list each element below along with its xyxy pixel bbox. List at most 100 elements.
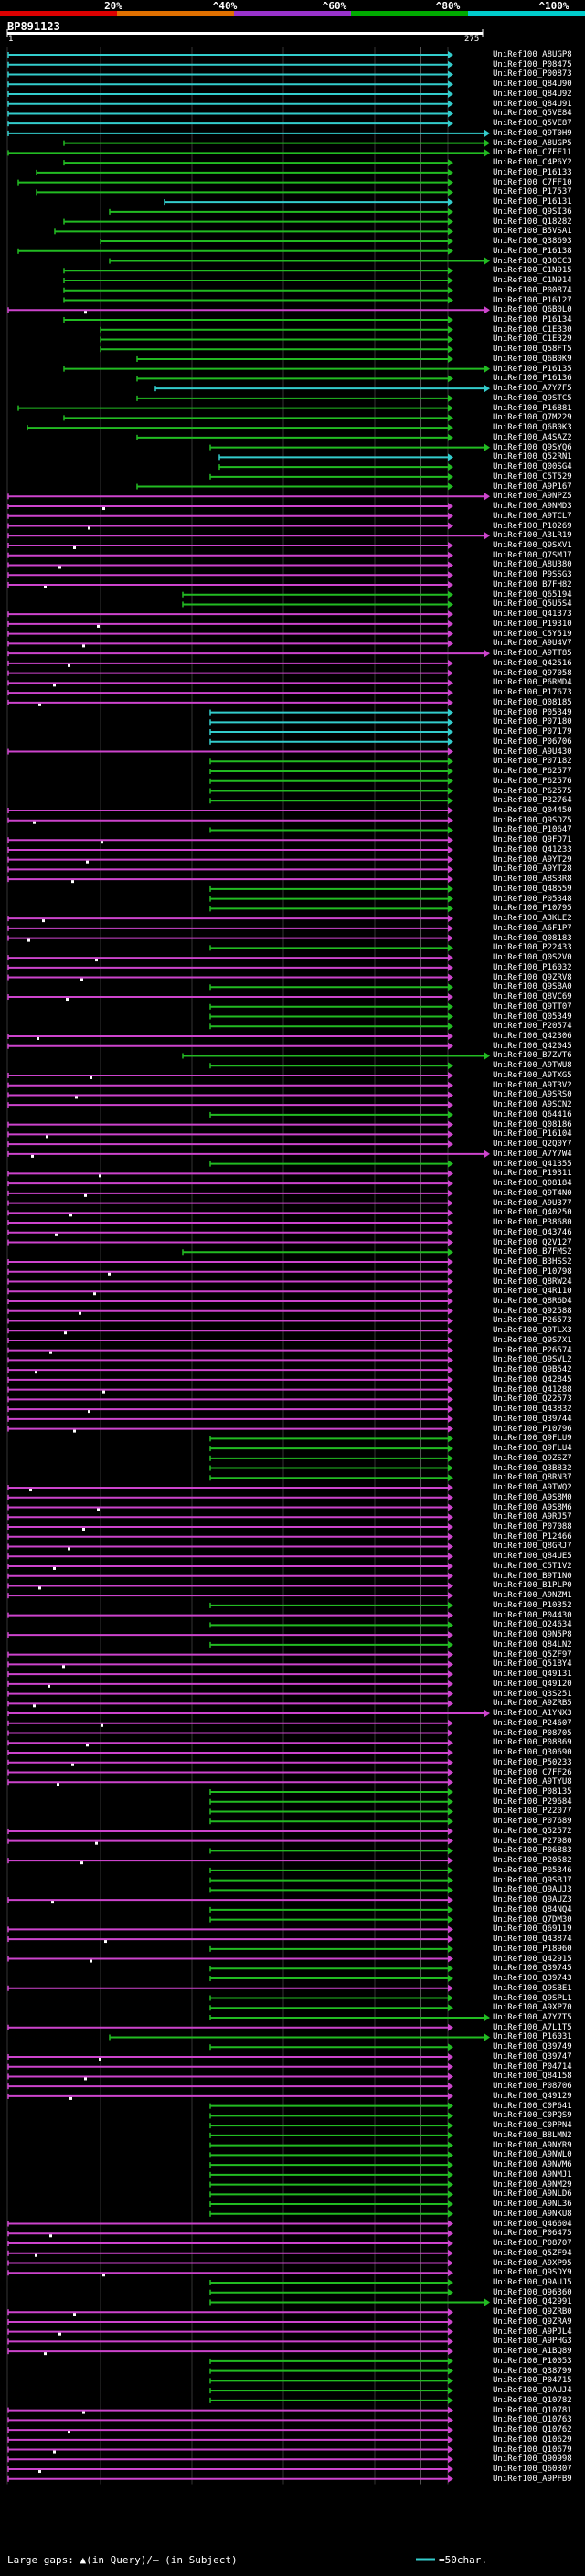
hit-label[interactable]: UniRef100_Q7M229 <box>493 413 572 423</box>
hit-label[interactable]: UniRef100_Q08185 <box>493 697 572 707</box>
hit-label[interactable]: UniRef100_A9NMJ1 <box>493 2169 572 2179</box>
hit-label[interactable]: UniRef100_P07182 <box>493 757 572 767</box>
hit-label[interactable]: UniRef100_Q9N5P8 <box>493 1630 572 1640</box>
hit-label[interactable]: UniRef100_A9NM29 <box>493 2179 572 2189</box>
hit-label[interactable]: UniRef100_P12466 <box>493 1532 572 1542</box>
hit-label[interactable]: UniRef100_Q39749 <box>493 2042 572 2052</box>
hit-label[interactable]: UniRef100_C1N915 <box>493 266 572 276</box>
hit-label[interactable]: UniRef100_Q84LN2 <box>493 1639 572 1649</box>
hit-label[interactable]: UniRef100_P16134 <box>493 314 572 324</box>
hit-label[interactable]: UniRef100_Q9T0H9 <box>493 128 572 138</box>
hit-label[interactable]: UniRef100_Q9SBJ7 <box>493 1875 572 1885</box>
hit-label[interactable]: UniRef100_Q9TT07 <box>493 1002 572 1012</box>
hit-label[interactable]: UniRef100_A8UGP8 <box>493 50 572 59</box>
hit-label[interactable]: UniRef100_P08707 <box>493 2239 572 2249</box>
hit-label[interactable]: UniRef100_Q9SBA0 <box>493 982 572 992</box>
hit-label[interactable]: UniRef100_P05349 <box>493 707 572 717</box>
hit-label[interactable]: UniRef100_Q9SVL2 <box>493 1355 572 1365</box>
hit-label[interactable]: UniRef100_P08869 <box>493 1738 572 1748</box>
hit-label[interactable]: UniRef100_Q42516 <box>493 658 572 668</box>
hit-label[interactable]: UniRef100_Q60307 <box>493 2465 572 2475</box>
hit-label[interactable]: UniRef100_P10796 <box>493 1424 572 1434</box>
hit-label[interactable]: UniRef100_Q9ZSZ7 <box>493 1453 572 1463</box>
hit-label[interactable]: UniRef100_Q42991 <box>493 2297 572 2307</box>
hit-label[interactable]: UniRef100_A9TT85 <box>493 649 572 659</box>
hit-label[interactable]: UniRef100_P17537 <box>493 187 572 197</box>
hit-label[interactable]: UniRef100_Q64416 <box>493 1109 572 1119</box>
hit-label[interactable]: UniRef100_A9NYR9 <box>493 2140 572 2150</box>
hit-label[interactable]: UniRef100_A3KLE2 <box>493 914 572 924</box>
hit-label[interactable]: UniRef100_C1N914 <box>493 276 572 286</box>
hit-label[interactable]: UniRef100_A9PJL4 <box>493 2327 572 2337</box>
hit-label[interactable]: UniRef100_Q84U90 <box>493 80 572 90</box>
hit-label[interactable]: UniRef100_C5T1V2 <box>493 1561 572 1571</box>
hit-label[interactable]: UniRef100_Q10781 <box>493 2405 572 2415</box>
hit-label[interactable]: UniRef100_Q39743 <box>493 1974 572 1984</box>
hit-label[interactable]: UniRef100_Q5U5S4 <box>493 599 572 610</box>
hit-label[interactable]: UniRef100_P16136 <box>493 374 572 384</box>
hit-label[interactable]: UniRef100_Q08183 <box>493 933 572 943</box>
hit-label[interactable]: UniRef100_Q9AUJ5 <box>493 2277 572 2287</box>
hit-label[interactable]: UniRef100_A9SCN2 <box>493 1100 572 1110</box>
hit-label[interactable]: UniRef100_A9NL36 <box>493 2200 572 2210</box>
hit-label[interactable]: UniRef100_Q9SYQ6 <box>493 442 572 452</box>
hit-label[interactable]: UniRef100_P24607 <box>493 1718 572 1728</box>
hit-label[interactable]: UniRef100_Q41233 <box>493 844 572 854</box>
hit-label[interactable]: UniRef100_C5T529 <box>493 472 572 482</box>
hit-label[interactable]: UniRef100_Q43832 <box>493 1405 572 1415</box>
hit-label[interactable]: UniRef100_P16881 <box>493 403 572 413</box>
hit-label[interactable]: UniRef100_A9ZRB5 <box>493 1699 572 1709</box>
hit-label[interactable]: UniRef100_A1BQ89 <box>493 2347 572 2357</box>
hit-label[interactable]: UniRef100_P26574 <box>493 1345 572 1355</box>
hit-label[interactable]: UniRef100_A9NKU8 <box>493 2209 572 2219</box>
hit-label[interactable]: UniRef100_Q3B832 <box>493 1463 572 1473</box>
hit-label[interactable]: UniRef100_C5Y519 <box>493 629 572 639</box>
hit-label[interactable]: UniRef100_Q9AUZ3 <box>493 1895 572 1905</box>
hit-label[interactable]: UniRef100_A9S8M6 <box>493 1502 572 1512</box>
hit-label[interactable]: UniRef100_Q39747 <box>493 2051 572 2062</box>
hit-label[interactable]: UniRef100_Q8R6D4 <box>493 1296 572 1306</box>
hit-label[interactable]: UniRef100_P04714 <box>493 2062 572 2072</box>
hit-label[interactable]: UniRef100_Q8RN37 <box>493 1473 572 1483</box>
hit-label[interactable]: UniRef100_P29684 <box>493 1797 572 1807</box>
hit-label[interactable]: UniRef100_A9YT29 <box>493 854 572 864</box>
hit-label[interactable]: UniRef100_P19311 <box>493 1169 572 1179</box>
hit-label[interactable]: UniRef100_Q8RW24 <box>493 1277 572 1287</box>
hit-label[interactable]: UniRef100_Q9ZRB0 <box>493 2307 572 2317</box>
hit-label[interactable]: UniRef100_Q7DM30 <box>493 1914 572 1924</box>
hit-label[interactable]: UniRef100_A9PFB9 <box>493 2474 572 2484</box>
hit-label[interactable]: UniRef100_Q39744 <box>493 1414 572 1424</box>
hit-label[interactable]: UniRef100_A9TXG5 <box>493 1070 572 1080</box>
hit-label[interactable]: UniRef100_Q6B0L0 <box>493 305 572 315</box>
hit-label[interactable]: UniRef100_Q38799 <box>493 2366 572 2376</box>
hit-label[interactable]: UniRef100_Q10782 <box>493 2395 572 2405</box>
hit-label[interactable]: UniRef100_Q42845 <box>493 1374 572 1384</box>
hit-label[interactable]: UniRef100_P17673 <box>493 688 572 698</box>
hit-label[interactable]: UniRef100_B7FMS2 <box>493 1247 572 1257</box>
hit-label[interactable]: UniRef100_A9NMD3 <box>493 502 572 512</box>
hit-label[interactable]: UniRef100_C0PQS9 <box>493 2111 572 2121</box>
hit-label[interactable]: UniRef100_C7FF26 <box>493 1767 572 1777</box>
hit-label[interactable]: UniRef100_P26573 <box>493 1316 572 1326</box>
hit-label[interactable]: UniRef100_Q3S251 <box>493 1689 572 1699</box>
hit-label[interactable]: UniRef100_Q9SI36 <box>493 207 572 217</box>
hit-label[interactable]: UniRef100_Q96360 <box>493 2287 572 2297</box>
hit-label[interactable]: UniRef100_Q69119 <box>493 1924 572 1935</box>
hit-label[interactable]: UniRef100_P16131 <box>493 197 572 207</box>
hit-label[interactable]: UniRef100_B9T1N0 <box>493 1571 572 1581</box>
hit-label[interactable]: UniRef100_P08705 <box>493 1728 572 1738</box>
hit-label[interactable]: UniRef100_A7L1T5 <box>493 2022 572 2032</box>
hit-label[interactable]: UniRef100_A9U430 <box>493 747 572 757</box>
hit-label[interactable]: UniRef100_Q9B542 <box>493 1365 572 1375</box>
hit-label[interactable]: UniRef100_Q9SBE1 <box>493 1983 572 1993</box>
hit-label[interactable]: UniRef100_B7FH82 <box>493 579 572 589</box>
hit-label[interactable]: UniRef100_Q42915 <box>493 1954 572 1964</box>
hit-label[interactable]: UniRef100_Q8VC69 <box>493 992 572 1002</box>
hit-label[interactable]: UniRef100_P19310 <box>493 619 572 629</box>
hit-label[interactable]: UniRef100_A9XP95 <box>493 2258 572 2268</box>
hit-label[interactable]: UniRef100_A9NWL0 <box>493 2150 572 2160</box>
hit-label[interactable]: UniRef100_P16133 <box>493 167 572 177</box>
hit-label[interactable]: UniRef100_A9RJ57 <box>493 1512 572 1522</box>
hit-label[interactable]: UniRef100_C1E329 <box>493 334 572 345</box>
hit-label[interactable]: UniRef100_Q9STC5 <box>493 393 572 403</box>
